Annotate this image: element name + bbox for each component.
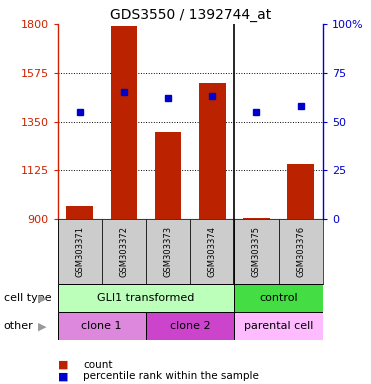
- Text: clone 1: clone 1: [82, 321, 122, 331]
- Bar: [58, 284, 234, 312]
- Bar: [146, 219, 190, 284]
- Bar: [102, 219, 146, 284]
- Text: other: other: [4, 321, 33, 331]
- Title: GDS3550 / 1392744_at: GDS3550 / 1392744_at: [109, 8, 271, 22]
- Bar: [111, 26, 137, 219]
- Bar: [243, 218, 270, 219]
- Text: control: control: [259, 293, 298, 303]
- Bar: [234, 284, 323, 312]
- Text: ▶: ▶: [39, 293, 47, 303]
- Text: percentile rank within the sample: percentile rank within the sample: [83, 371, 259, 381]
- Bar: [288, 164, 314, 219]
- Bar: [66, 206, 93, 219]
- Bar: [190, 219, 234, 284]
- Text: ■: ■: [58, 371, 68, 381]
- Bar: [199, 83, 226, 219]
- Bar: [146, 312, 234, 340]
- Text: GSM303372: GSM303372: [119, 226, 128, 277]
- Bar: [155, 132, 181, 219]
- Text: clone 2: clone 2: [170, 321, 210, 331]
- Text: ▶: ▶: [39, 321, 47, 331]
- Text: GSM303375: GSM303375: [252, 226, 261, 277]
- Text: GSM303374: GSM303374: [208, 226, 217, 277]
- Text: GLI1 transformed: GLI1 transformed: [97, 293, 195, 303]
- Text: GSM303371: GSM303371: [75, 226, 84, 277]
- Text: cell type: cell type: [4, 293, 51, 303]
- Text: GSM303373: GSM303373: [164, 226, 173, 277]
- Bar: [234, 312, 323, 340]
- Text: GSM303376: GSM303376: [296, 226, 305, 277]
- Bar: [58, 312, 146, 340]
- Bar: [279, 219, 323, 284]
- Text: ■: ■: [58, 360, 68, 370]
- Text: parental cell: parental cell: [244, 321, 313, 331]
- Bar: [234, 219, 279, 284]
- Bar: [58, 219, 102, 284]
- Text: count: count: [83, 360, 113, 370]
